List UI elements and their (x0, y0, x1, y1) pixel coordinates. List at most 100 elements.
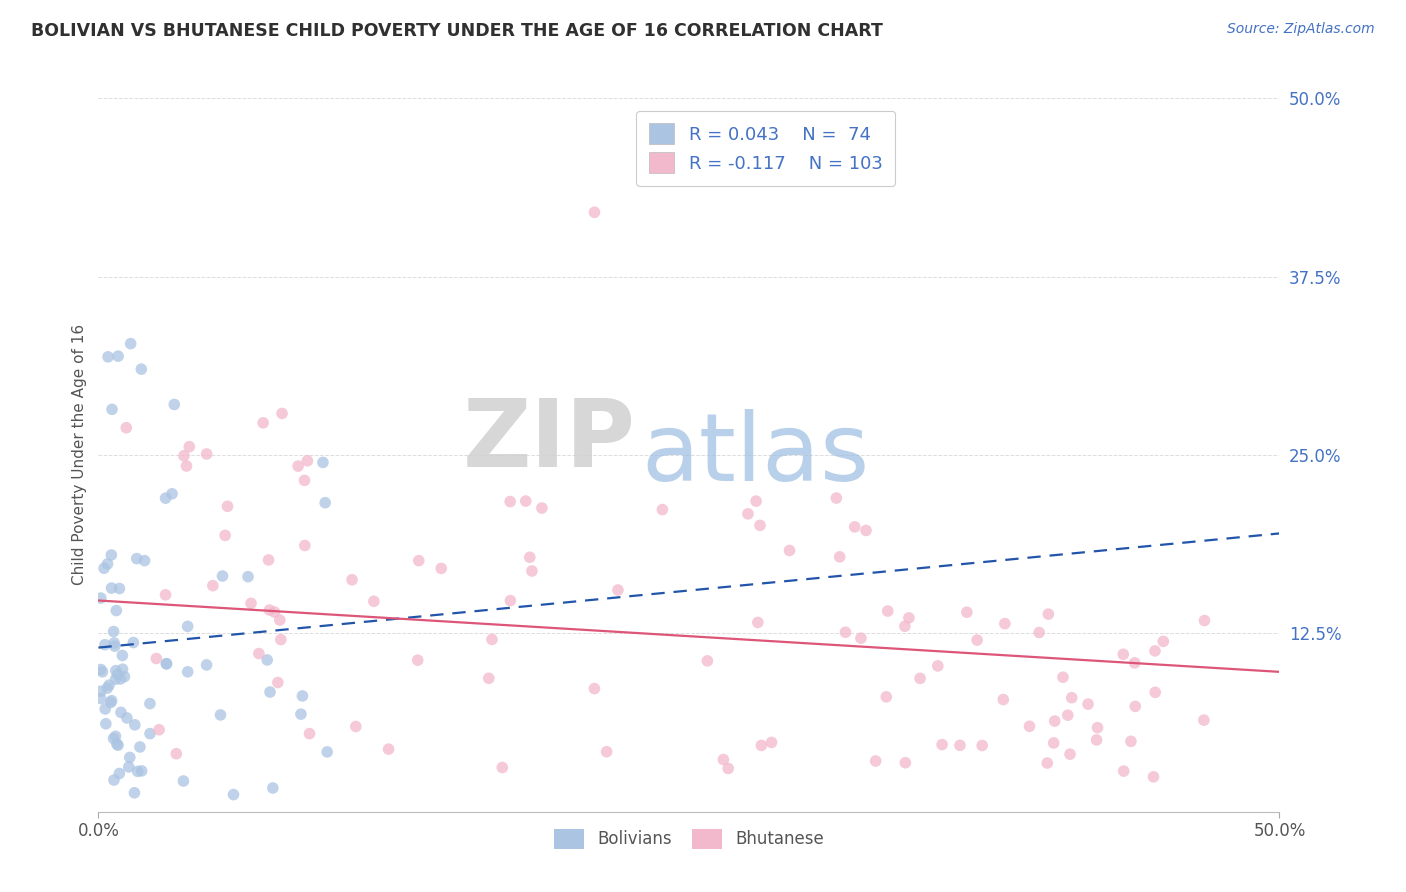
Point (1142, 770, 1164, 784)
Point (179, 440, 201, 454)
Point (287, 459, 309, 474)
Point (875, 690, 897, 704)
Point (956, 605, 979, 619)
Point (155, 657, 177, 671)
Point (481, 632, 503, 647)
Point (195, 447, 218, 461)
Point (927, 659, 949, 673)
Point (122, 635, 145, 649)
Point (1192, 713, 1215, 727)
Point (103, 731, 125, 746)
Point (165, 747, 187, 761)
Point (96, 681, 118, 695)
Point (104, 639, 127, 653)
Point (148, 723, 170, 737)
Point (172, 774, 194, 789)
Point (129, 739, 152, 754)
Point (108, 582, 131, 596)
Point (1085, 732, 1108, 747)
Point (1038, 607, 1060, 621)
Point (110, 672, 132, 686)
Point (737, 507, 759, 521)
Point (101, 402, 124, 417)
Point (131, 362, 153, 376)
Point (90, 684, 112, 698)
Point (1194, 614, 1216, 628)
Point (240, 596, 263, 610)
Point (865, 754, 887, 768)
Point (377, 742, 399, 756)
Point (749, 518, 772, 533)
Point (256, 653, 278, 667)
Text: Source: ZipAtlas.com: Source: ZipAtlas.com (1227, 22, 1375, 37)
Point (1143, 644, 1166, 658)
Point (247, 647, 270, 661)
Point (139, 697, 162, 711)
Point (173, 449, 195, 463)
Point (107, 349, 129, 363)
Point (994, 616, 1017, 631)
Point (297, 454, 319, 468)
Point (110, 706, 132, 720)
Point (160, 487, 183, 501)
Point (519, 550, 541, 565)
Point (520, 564, 543, 578)
Point (499, 593, 522, 607)
Point (363, 594, 385, 608)
Point (294, 474, 316, 488)
Point (118, 760, 141, 774)
Point (91, 665, 114, 679)
Point (491, 760, 513, 774)
Point (745, 494, 768, 508)
Point (236, 569, 259, 583)
Legend: Bolivians, Bhutanese: Bolivians, Bhutanese (546, 821, 832, 857)
Point (90, 691, 112, 706)
Point (1144, 685, 1167, 699)
Text: ZIP: ZIP (463, 394, 636, 487)
Point (966, 633, 988, 648)
Point (406, 653, 429, 667)
Point (1056, 708, 1078, 723)
Point (111, 662, 134, 676)
Point (124, 786, 146, 800)
Point (103, 772, 125, 787)
Point (931, 738, 953, 752)
Point (100, 693, 122, 707)
Point (105, 737, 128, 751)
Point (201, 579, 224, 593)
Point (115, 421, 138, 435)
Point (894, 619, 917, 633)
Point (90, 591, 112, 606)
Point (478, 671, 501, 685)
Point (97, 350, 120, 364)
Point (94, 702, 117, 716)
Point (430, 561, 453, 575)
Point (1123, 699, 1146, 714)
Point (1087, 721, 1109, 735)
Point (271, 406, 294, 420)
Point (1112, 764, 1135, 778)
Point (107, 667, 129, 681)
Point (530, 501, 553, 516)
Point (583, 205, 606, 219)
Point (1077, 697, 1099, 711)
Point (1028, 625, 1050, 640)
Point (290, 707, 312, 722)
Point (127, 764, 149, 779)
Point (949, 739, 972, 753)
Point (105, 603, 128, 617)
Point (1018, 719, 1040, 733)
Point (103, 636, 125, 650)
Point (97, 557, 120, 571)
Point (499, 494, 522, 508)
Point (1042, 736, 1064, 750)
Point (270, 632, 292, 647)
Point (1119, 734, 1142, 748)
Point (1112, 648, 1135, 662)
Point (104, 729, 127, 743)
Point (262, 780, 284, 795)
Point (163, 397, 186, 411)
Point (145, 651, 167, 665)
Point (120, 336, 142, 351)
Point (713, 753, 735, 767)
